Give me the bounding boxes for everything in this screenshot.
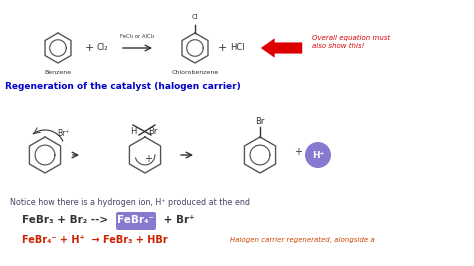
Text: +: +: [144, 154, 152, 164]
Text: Overall equation must
also show this!: Overall equation must also show this!: [312, 35, 390, 49]
Text: FeBr₃ + Br₂ -->: FeBr₃ + Br₂ -->: [22, 215, 112, 225]
Text: H: H: [130, 127, 136, 135]
Text: Cl₂: Cl₂: [96, 44, 108, 52]
Text: Br⁺: Br⁺: [57, 128, 70, 138]
Text: HCl: HCl: [230, 44, 244, 52]
Text: Chlorobenzene: Chlorobenzene: [172, 70, 219, 75]
Text: FeBr₄⁻ + H⁺  → FeBr₃ + HBr: FeBr₄⁻ + H⁺ → FeBr₃ + HBr: [22, 235, 168, 245]
Text: FeBr₄⁻: FeBr₄⁻: [118, 215, 155, 225]
Text: FeCl₃ or AlCl₃: FeCl₃ or AlCl₃: [120, 35, 154, 39]
Circle shape: [305, 142, 331, 168]
FancyBboxPatch shape: [116, 212, 156, 230]
FancyArrowPatch shape: [261, 38, 302, 58]
Text: Notice how there is a hydrogen ion, H⁺ produced at the end: Notice how there is a hydrogen ion, H⁺ p…: [10, 198, 250, 207]
Text: Benzene: Benzene: [45, 70, 72, 75]
Text: Br: Br: [255, 118, 264, 127]
Text: Cl: Cl: [191, 14, 199, 20]
Text: +: +: [84, 43, 94, 53]
Text: +: +: [294, 147, 302, 157]
Text: + Br⁺: + Br⁺: [160, 215, 195, 225]
Text: +: +: [217, 43, 227, 53]
Text: Br: Br: [148, 127, 158, 135]
Text: H⁺: H⁺: [312, 151, 324, 160]
Text: Regeneration of the catalyst (halogen carrier): Regeneration of the catalyst (halogen ca…: [5, 82, 241, 91]
Text: Halogen carrier regenerated, alongside a: Halogen carrier regenerated, alongside a: [230, 237, 374, 243]
